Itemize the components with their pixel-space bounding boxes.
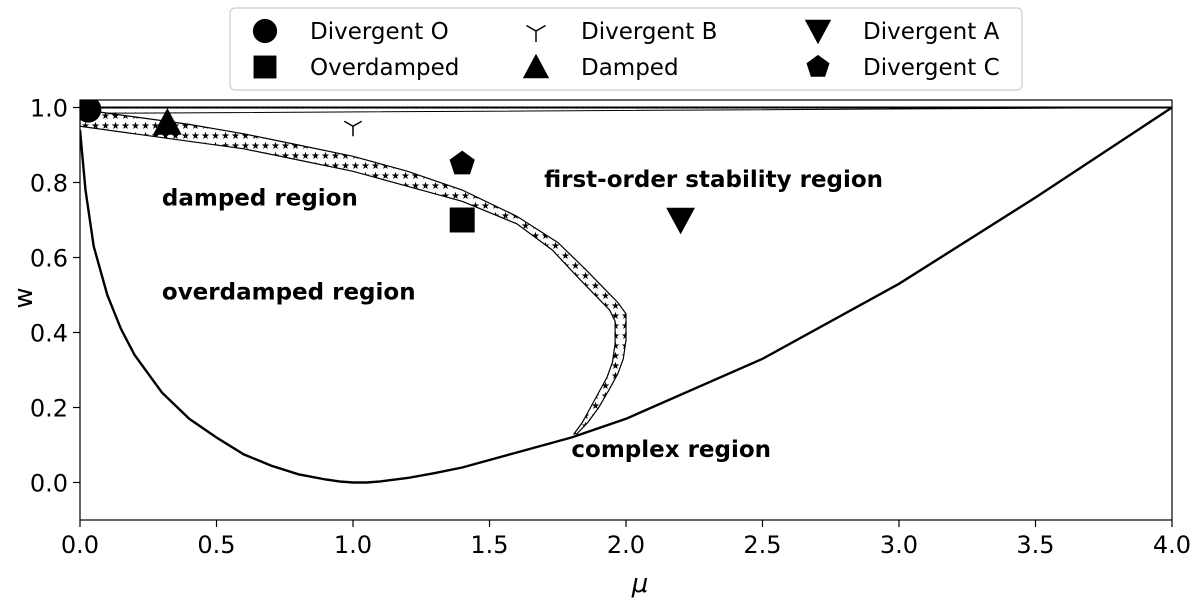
y-tick-label: 0.4 — [30, 320, 68, 348]
x-tick-label: 1.0 — [334, 531, 372, 559]
legend: Divergent O Overdamped Divergent B Damped Di… — [229, 7, 1023, 91]
x-tick-label: 3.5 — [1016, 531, 1054, 559]
plot-area: damped region overdamped region first-orde… — [79, 99, 1173, 521]
legend-label: Divergent C — [863, 55, 1000, 81]
x-tick-label: 3.0 — [880, 531, 918, 559]
legend-marker-triangle-up — [522, 53, 550, 79]
region-label: overdamped region — [162, 279, 416, 305]
complex-boundary-line — [571, 106, 1172, 439]
point-divergent-o — [80, 100, 102, 123]
point-divergent-c — [449, 150, 475, 175]
y-tick-label: 0.2 — [30, 395, 68, 423]
point-divergent-a — [666, 207, 695, 235]
region-label: first-order stability region — [544, 167, 883, 193]
overdamped-boundary — [80, 129, 572, 484]
legend-label: Divergent B — [581, 19, 717, 45]
legend-marker-square — [253, 55, 277, 79]
y-tick-label: 0.0 — [30, 470, 68, 498]
y-axis: 0.0 0.2 0.4 0.6 0.8 1.0 — [30, 95, 80, 498]
y-tick-label: 0.6 — [30, 245, 68, 273]
region-label: damped region — [162, 186, 358, 212]
x-tick-label: 0.0 — [61, 531, 99, 559]
point-overdamped — [449, 207, 475, 233]
y-tick-label: 0.8 — [30, 170, 68, 198]
x-tick-label: 0.5 — [197, 531, 235, 559]
x-axis: 0.0 0.5 1.0 1.5 2.0 2.5 3.0 3.5 4.0 — [61, 520, 1191, 559]
x-tick-label: 2.0 — [607, 531, 645, 559]
x-axis-label: μ — [631, 569, 649, 599]
y-tick-label: 1.0 — [30, 95, 68, 123]
legend-marker-pentagon — [806, 54, 830, 77]
legend-marker-tri-y — [526, 24, 546, 42]
legend-marker-triangle-down — [804, 19, 832, 45]
point-damped — [152, 108, 182, 135]
region-label: complex region — [571, 437, 771, 463]
point-divergent-b — [343, 120, 363, 137]
legend-label: Divergent O — [310, 19, 449, 45]
y-axis-label: w — [9, 287, 39, 308]
legend-label: Overdamped — [310, 55, 459, 81]
x-tick-label: 4.0 — [1153, 531, 1191, 559]
legend-label: Divergent A — [863, 19, 1000, 45]
damped-band — [80, 108, 627, 435]
legend-label: Damped — [581, 55, 679, 81]
legend-marker-circle — [252, 18, 278, 44]
x-tick-label: 2.5 — [743, 531, 781, 559]
x-tick-label: 1.5 — [470, 531, 508, 559]
